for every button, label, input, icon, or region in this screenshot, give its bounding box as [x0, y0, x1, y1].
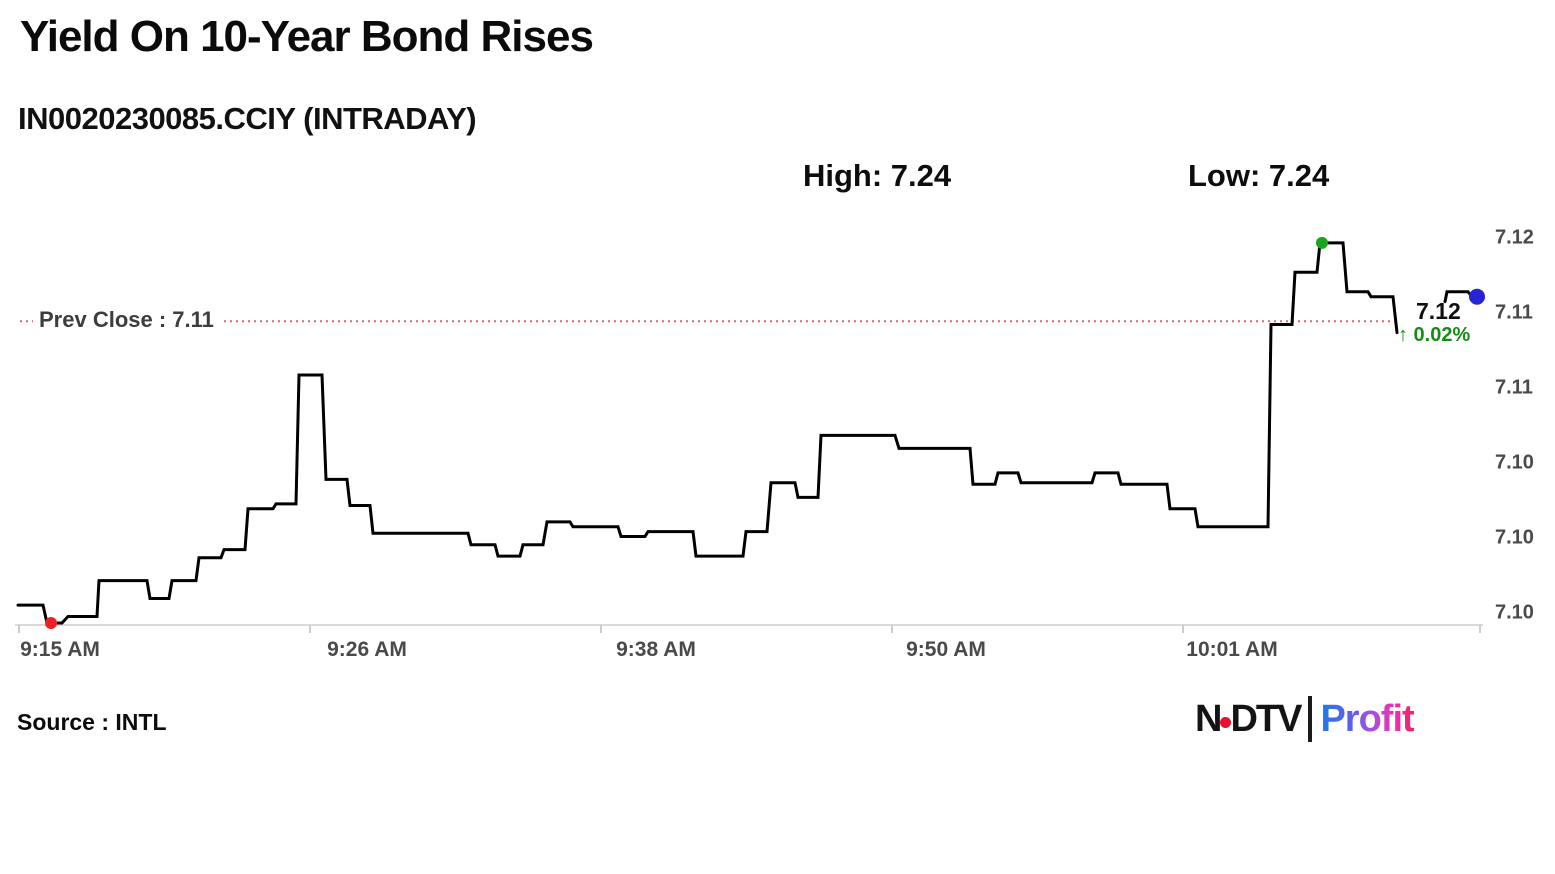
ndtv-letter-n: N	[1195, 697, 1222, 740]
y-axis-label: 7.12	[1495, 226, 1534, 249]
ndtv-profit-logo: N DTV Profit	[1195, 696, 1415, 742]
y-axis-label: 7.10	[1495, 601, 1534, 624]
price-chart-svg	[15, 236, 1485, 633]
ndtv-letters-dtv: DTV	[1230, 697, 1302, 740]
instrument-subtitle: IN0020230085.CCIY (INTRADAY)	[18, 101, 477, 136]
y-axis-label: 7.11	[1495, 376, 1533, 399]
source-label: Source : INTL	[17, 709, 167, 735]
last-change-label: ↑ 0.02%	[1398, 324, 1471, 346]
x-axis-label: 9:15 AM	[20, 638, 100, 661]
open-marker	[45, 617, 57, 629]
last-marker	[1469, 288, 1485, 305]
ndtv-wordmark: N DTV	[1195, 697, 1302, 741]
high-value-label: High: 7.24	[803, 158, 952, 193]
peak-marker	[1316, 236, 1328, 249]
x-axis-label: 9:50 AM	[906, 638, 986, 661]
y-axis-label: 7.11	[1495, 301, 1533, 324]
x-axis-label: 9:26 AM	[327, 638, 407, 661]
page-title: Yield On 10-Year Bond Rises	[20, 12, 594, 61]
logo-divider	[1308, 696, 1313, 742]
profit-wordmark: Profit	[1320, 697, 1414, 740]
y-axis-label: 7.10	[1495, 451, 1534, 474]
ndtv-red-dot-icon	[1220, 716, 1232, 728]
low-value-label: Low: 7.24	[1188, 158, 1330, 193]
last-value-label: 7.12	[1416, 298, 1461, 324]
x-axis-label: 9:38 AM	[616, 638, 696, 661]
y-axis-label: 7.10	[1495, 526, 1534, 549]
x-axis-label: 10:01 AM	[1186, 638, 1278, 661]
price-line	[16, 241, 1399, 625]
prev-close-label: Prev Close : 7.11	[33, 307, 222, 333]
